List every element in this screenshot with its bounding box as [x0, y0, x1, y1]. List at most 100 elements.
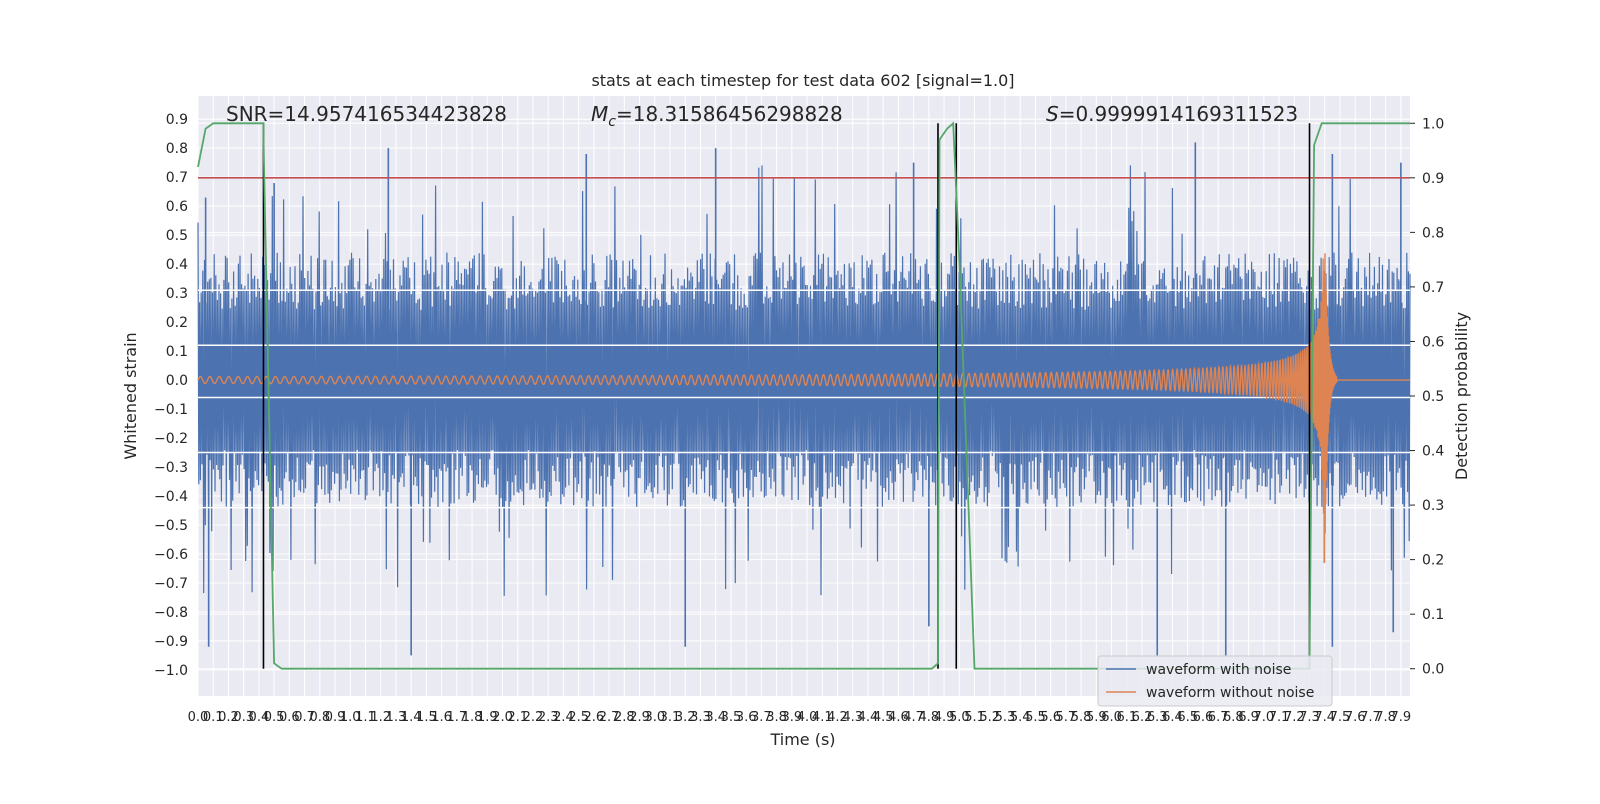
annotation-snr: SNR=14.957416534423828: [226, 102, 507, 126]
x-tick-label: 7.2: [1284, 710, 1305, 725]
x-tick-label: 3.6: [736, 710, 757, 725]
x-tick-label: 1.8: [462, 710, 483, 725]
y-tick-label-left: 0.9: [166, 112, 188, 128]
x-tick-label: 5.6: [1040, 710, 1061, 725]
y-axis-left-ticks: 0.9 0.8 0.7 0.6 0.5 0.4 0.3 0.2 0.1 0.0 −0.1 −0.2 −0…: [154, 112, 188, 679]
noise-waveform-line: [197, 165, 1411, 596]
x-tick-label: 3.2: [675, 710, 696, 725]
x-tick-label: 4.5: [873, 710, 894, 725]
y-tick-label-left: 0.8: [166, 141, 188, 157]
x-tick-label: 4.7: [903, 710, 924, 725]
x-tick-label: 5.3: [995, 710, 1016, 725]
y-tick-label-left: 0.6: [166, 199, 188, 215]
y-tick-label-left: 0.0: [166, 373, 188, 389]
y-axis-right-label: Detection probability: [1452, 312, 1471, 480]
annotation-chirp-mass: Mc=18.31586456298828: [591, 102, 843, 130]
x-tick-label: 0.5: [264, 710, 285, 725]
x-tick-label: 2.7: [599, 710, 620, 725]
x-tick-label: 3.9: [781, 710, 802, 725]
x-tick-label: 3.1: [660, 710, 681, 725]
y-tick-label-left: −0.8: [154, 605, 188, 621]
series-detection-probability: [197, 121, 1410, 670]
x-tick-label: 2.0: [492, 710, 513, 725]
x-tick-label: 6.4: [1162, 710, 1183, 725]
y-tick-label-left: −0.3: [154, 460, 188, 476]
series-waveform-with-noise: [197, 142, 1411, 656]
x-tick-label: 4.2: [827, 710, 848, 725]
x-tick-label: 2.5: [568, 710, 589, 725]
statistic-symbol: S: [1046, 102, 1059, 126]
x-tick-label: 3.0: [644, 710, 665, 725]
x-tick-label: 0.6: [279, 710, 300, 725]
y-tick-label-left: −0.5: [154, 518, 188, 534]
x-tick-label: 1.3: [386, 710, 407, 725]
x-tick-label: 1.9: [477, 710, 498, 725]
y-tick-label-right: 0.7: [1422, 280, 1444, 296]
x-tick-label: 1.0: [340, 710, 361, 725]
x-tick-label: 7.4: [1314, 710, 1335, 725]
x-tick-label: 7.7: [1360, 710, 1381, 725]
x-tick-label: 4.0: [797, 710, 818, 725]
chirp-mass-value: =18.31586456298828: [616, 102, 843, 126]
y-axis-right-ticks: 1.0 0.9 0.8 0.7 0.6 0.5 0.4 0.3 0.2 0.1 0.0: [1410, 116, 1444, 678]
legend-box: [1097, 655, 1333, 707]
x-tick-label: 7.8: [1375, 710, 1396, 725]
x-tick-label: 7.3: [1299, 710, 1320, 725]
y-axis-left-label: Whitened strain: [121, 332, 140, 459]
y-tick-label-left: −0.9: [154, 634, 188, 650]
y-tick-label-left: −1.0: [154, 663, 188, 679]
x-tick-label: 3.4: [705, 710, 726, 725]
x-tick-label: 6.8: [1223, 710, 1244, 725]
clean-waveform-line: [197, 253, 1410, 564]
x-tick-label: 5.2: [979, 710, 1000, 725]
x-tick-label: 4.3: [842, 710, 863, 725]
x-tick-label: 5.8: [1071, 710, 1092, 725]
x-tick-label: 6.3: [1147, 710, 1168, 725]
x-tick-label: 1.2: [370, 710, 391, 725]
x-tick-label: 0.4: [249, 710, 270, 725]
white-hlines: [198, 289, 1410, 509]
statistic-value: =0.9999914169311523: [1059, 102, 1298, 126]
x-tick-label: 7.0: [1253, 710, 1274, 725]
y-tick-label-left: 0.2: [166, 315, 188, 331]
x-tick-label: 6.0: [1101, 710, 1122, 725]
chart-title: stats at each timestep for test data 602…: [591, 71, 1014, 90]
x-tick-label: 6.7: [1208, 710, 1229, 725]
y-tick-label-right: 0.1: [1422, 607, 1444, 623]
x-tick-label: 3.3: [690, 710, 711, 725]
y-tick-label-right: 0.5: [1422, 389, 1444, 405]
chirp-mass-subscript: c: [608, 114, 616, 130]
x-tick-label: 2.3: [538, 710, 559, 725]
x-tick-label: 2.8: [614, 710, 635, 725]
x-tick-label: 2.4: [553, 710, 574, 725]
x-tick-label: 0.1: [203, 710, 224, 725]
x-tick-label: 5.5: [1025, 710, 1046, 725]
x-axis-ticks: 0.00.10.20.30.40.50.60.70.80.91.01.11.21…: [188, 710, 1412, 725]
y-tick-label-left: −0.6: [154, 547, 188, 563]
x-tick-label: 0.3: [233, 710, 254, 725]
x-tick-label: 4.9: [934, 710, 955, 725]
y-tick-label-left: −0.7: [154, 576, 188, 592]
y-tick-label-right: 1.0: [1422, 116, 1444, 132]
legend-label-clean: waveform without noise: [1146, 685, 1314, 701]
x-tick-label: 7.5: [1330, 710, 1351, 725]
x-tick-label: 7.9: [1391, 710, 1412, 725]
y-tick-label-left: 0.1: [166, 344, 188, 360]
x-tick-label: 1.6: [431, 710, 452, 725]
x-tick-label: 1.5: [416, 710, 437, 725]
x-tick-label: 7.1: [1269, 710, 1290, 725]
y-tick-label-left: −0.4: [154, 489, 188, 505]
x-tick-label: 4.6: [888, 710, 909, 725]
x-tick-label: 1.4: [401, 710, 422, 725]
x-tick-label: 4.4: [858, 710, 879, 725]
x-tick-label: 5.7: [1056, 710, 1077, 725]
y-tick-label-left: −0.2: [154, 431, 188, 447]
x-tick-label: 6.6: [1193, 710, 1214, 725]
x-tick-label: 1.1: [355, 710, 376, 725]
y-tick-label-left: 0.5: [166, 228, 188, 244]
y-tick-label-right: 0.3: [1422, 498, 1444, 514]
y-tick-label-right: 0.4: [1422, 444, 1444, 460]
x-tick-label: 5.4: [1010, 710, 1031, 725]
x-tick-label: 0.0: [188, 710, 209, 725]
